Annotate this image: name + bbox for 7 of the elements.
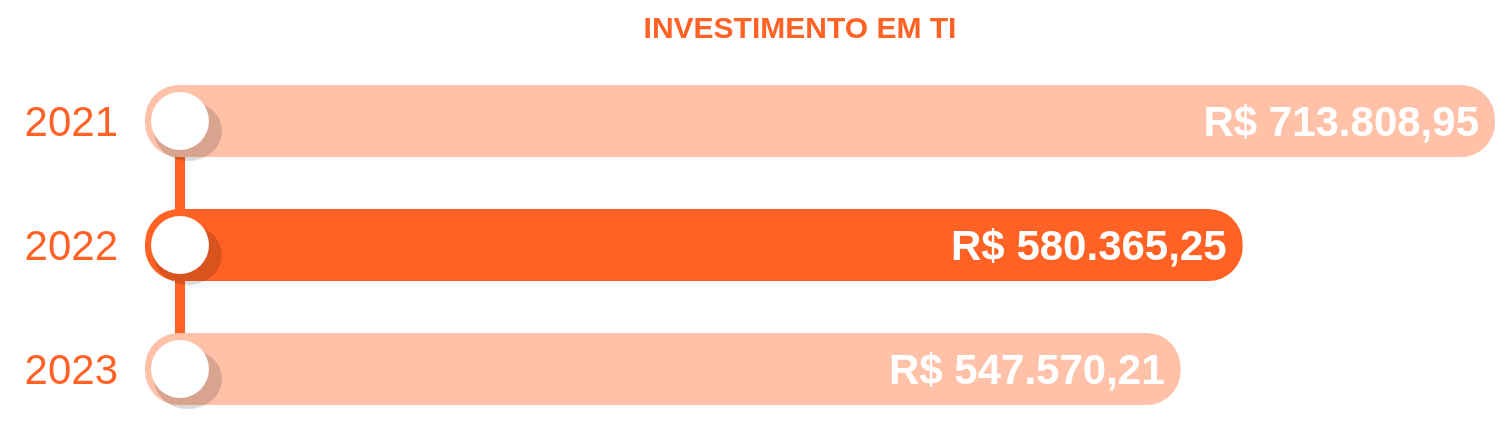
y-tick-label: 2021 bbox=[24, 97, 118, 145]
y-tick-label: 2022 bbox=[24, 221, 118, 269]
y-tick-label: 2023 bbox=[24, 345, 118, 393]
data-label: R$ 547.570,21 bbox=[889, 345, 1165, 393]
data-label: R$ 580.365,25 bbox=[951, 221, 1227, 269]
chart-title: INVESTIMENTO EM TI bbox=[643, 11, 957, 44]
data-label: R$ 713.808,95 bbox=[1203, 97, 1479, 145]
